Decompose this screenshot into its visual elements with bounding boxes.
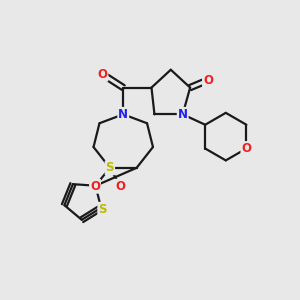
Text: O: O	[203, 74, 213, 87]
Text: S: S	[98, 203, 107, 216]
Text: O: O	[242, 142, 251, 155]
Text: O: O	[98, 68, 107, 81]
Text: O: O	[90, 180, 100, 193]
Text: S: S	[106, 161, 114, 174]
Text: N: N	[118, 108, 128, 121]
Text: N: N	[178, 108, 188, 121]
Text: O: O	[115, 180, 125, 193]
